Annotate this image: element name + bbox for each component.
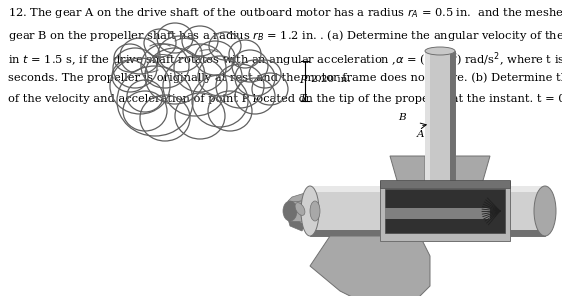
- Ellipse shape: [127, 80, 163, 112]
- Polygon shape: [380, 180, 510, 188]
- Ellipse shape: [174, 44, 226, 92]
- Polygon shape: [310, 186, 380, 236]
- Polygon shape: [385, 208, 490, 219]
- Polygon shape: [310, 186, 545, 192]
- Ellipse shape: [235, 78, 275, 114]
- Polygon shape: [385, 189, 505, 233]
- Polygon shape: [510, 186, 545, 236]
- Ellipse shape: [120, 38, 160, 74]
- Ellipse shape: [113, 48, 157, 88]
- Ellipse shape: [209, 32, 241, 60]
- Polygon shape: [450, 51, 455, 181]
- Ellipse shape: [114, 44, 146, 72]
- Ellipse shape: [175, 93, 225, 139]
- Ellipse shape: [283, 201, 297, 221]
- Ellipse shape: [192, 75, 248, 127]
- Ellipse shape: [310, 201, 320, 221]
- Text: 12. The gear A on the drive shaft of the outboard motor has a radius $r_A$ = 0.5: 12. The gear A on the drive shaft of the…: [8, 6, 562, 20]
- Ellipse shape: [208, 91, 252, 131]
- Text: B: B: [398, 113, 406, 122]
- Polygon shape: [310, 230, 545, 236]
- Polygon shape: [310, 236, 430, 296]
- Ellipse shape: [232, 50, 268, 82]
- Text: 2.20 in.: 2.20 in.: [311, 75, 351, 83]
- Polygon shape: [390, 156, 490, 191]
- Ellipse shape: [295, 203, 305, 215]
- Ellipse shape: [145, 48, 205, 104]
- Ellipse shape: [123, 91, 167, 131]
- Ellipse shape: [112, 60, 148, 92]
- Text: of the velocity and acceleration of point P located on the tip of the propeller : of the velocity and acceleration of poin…: [8, 94, 562, 104]
- Ellipse shape: [235, 60, 275, 96]
- Ellipse shape: [182, 26, 218, 56]
- Ellipse shape: [117, 66, 193, 136]
- Ellipse shape: [216, 64, 264, 108]
- Ellipse shape: [301, 186, 319, 236]
- Polygon shape: [288, 193, 305, 203]
- Polygon shape: [290, 201, 315, 221]
- Ellipse shape: [252, 73, 288, 105]
- Polygon shape: [425, 51, 455, 181]
- Polygon shape: [288, 219, 305, 231]
- Ellipse shape: [195, 41, 235, 75]
- Text: gear B on the propeller shaft has a radius $r_B$ = 1.2 in. . (a) Determine the a: gear B on the propeller shaft has a radi…: [8, 28, 562, 43]
- Text: in $t$ = 1.5 s, if the drive shaft rotates with an angular acceleration ,$\alpha: in $t$ = 1.5 s, if the drive shaft rotat…: [8, 50, 562, 69]
- Text: seconds. The propeller is originally at rest and the motor frame does not move. : seconds. The propeller is originally at …: [8, 72, 562, 83]
- Polygon shape: [380, 181, 510, 241]
- Ellipse shape: [534, 186, 556, 236]
- Ellipse shape: [425, 47, 455, 55]
- Polygon shape: [425, 51, 430, 181]
- Ellipse shape: [249, 60, 281, 88]
- Ellipse shape: [198, 56, 242, 96]
- Ellipse shape: [110, 58, 170, 114]
- Ellipse shape: [229, 40, 261, 68]
- Ellipse shape: [163, 56, 227, 116]
- Ellipse shape: [141, 44, 189, 88]
- Text: A: A: [417, 130, 424, 139]
- Ellipse shape: [157, 23, 193, 53]
- Ellipse shape: [158, 36, 202, 72]
- Ellipse shape: [144, 29, 176, 57]
- Text: P: P: [299, 75, 307, 85]
- Text: T: T: [300, 94, 306, 103]
- Ellipse shape: [140, 95, 190, 141]
